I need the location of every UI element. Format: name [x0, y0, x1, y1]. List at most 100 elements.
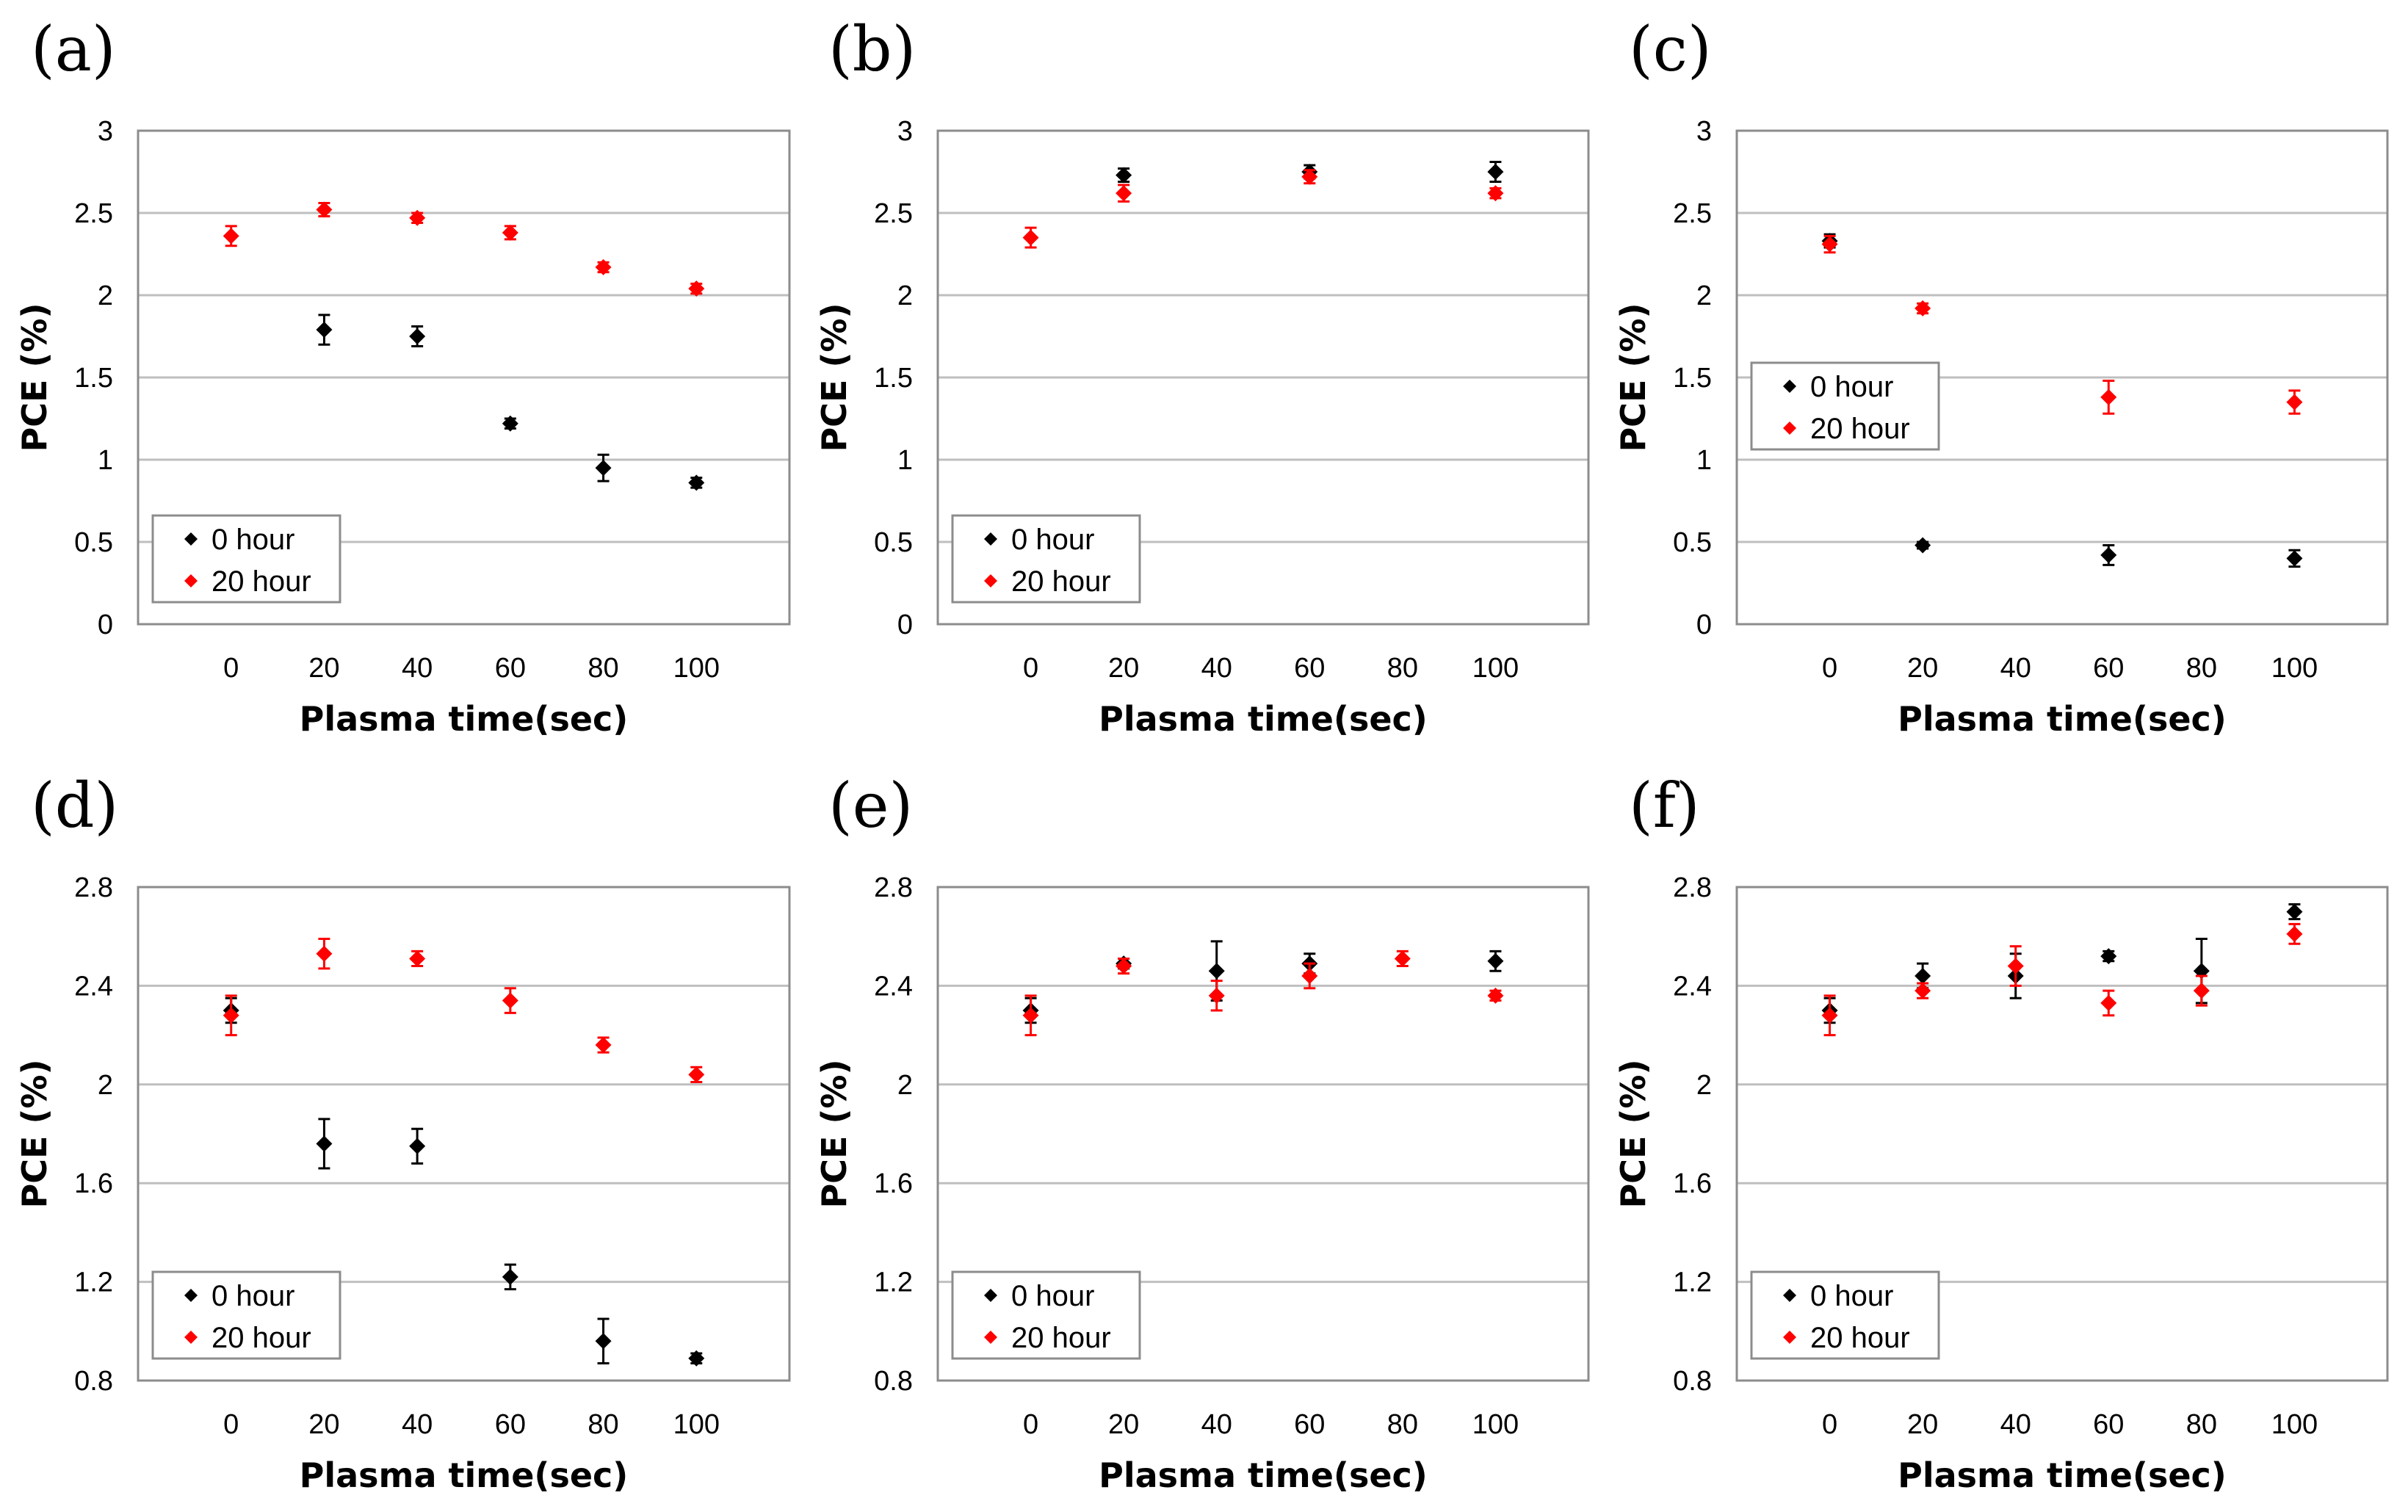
- data-point: [2100, 948, 2117, 965]
- x-axis-title: Plasma time(sec): [1898, 699, 2227, 739]
- y-axis-title: PCE (%): [1613, 303, 1653, 452]
- y-tick-label: 0: [897, 609, 913, 640]
- data-point: [1821, 236, 1838, 253]
- legend-box: [1750, 1270, 1940, 1360]
- series-hour20: [1022, 168, 1504, 249]
- legend-label: 20 hour: [211, 1322, 311, 1354]
- legend-label: 20 hour: [1810, 413, 1910, 445]
- y-tick-label: 2.8: [74, 872, 113, 903]
- y-tick-label: 1: [98, 445, 113, 476]
- y-tick-label: 2.5: [74, 198, 113, 229]
- data-point: [1116, 185, 1132, 202]
- y-tick-label: 0.8: [74, 1366, 113, 1397]
- data-point: [502, 992, 518, 1009]
- x-tick-label: 20: [1108, 1409, 1139, 1440]
- series-hour20: [1821, 922, 2303, 1037]
- x-tick-label: 60: [2093, 653, 2124, 684]
- y-tick-label: 2.8: [874, 872, 913, 903]
- data-point: [1208, 963, 1225, 980]
- data-point: [595, 1037, 612, 1054]
- legend-label: 20 hour: [1810, 1322, 1910, 1354]
- y-tick-label: 1.2: [1673, 1267, 1712, 1298]
- x-tick-label: 0: [1023, 1409, 1038, 1440]
- y-tick-label: 0.8: [1673, 1366, 1712, 1397]
- y-tick-label: 2: [1696, 281, 1712, 311]
- series-hour0: [1821, 903, 2303, 1024]
- y-tick-label: 1.6: [1673, 1168, 1712, 1199]
- y-tick-label: 3: [98, 116, 113, 147]
- data-point: [409, 209, 426, 226]
- plot-area-frame: [936, 129, 1590, 626]
- y-axis-title: PCE (%): [814, 303, 854, 452]
- y-tick-label: 2: [98, 281, 113, 311]
- panel-e: (e) 0.8 1.2 1.6 2 2.4 2.8 0 20 40 60 80 100 Plasma ti…: [814, 770, 1590, 1495]
- y-tick-label: 0.5: [74, 527, 113, 558]
- series-hour20: [223, 938, 705, 1083]
- data-point: [1487, 987, 1504, 1004]
- data-point: [2193, 983, 2210, 999]
- legend: 0 hour 20 hour: [1750, 1270, 1940, 1360]
- plot-area-frame: [936, 886, 1590, 1382]
- y-tick-label: 2.4: [1673, 971, 1712, 1002]
- x-tick-label: 20: [1907, 1409, 1938, 1440]
- y-tick-label: 3: [897, 116, 913, 147]
- data-point: [2286, 903, 2303, 920]
- y-tick-label: 0.8: [874, 1366, 913, 1397]
- data-point: [1487, 164, 1504, 180]
- data-point: [316, 1135, 333, 1152]
- data-point: [595, 258, 612, 275]
- legend-label: 20 hour: [211, 565, 311, 598]
- x-tick-label: 100: [673, 1409, 720, 1440]
- x-tick-label: 20: [1108, 653, 1139, 684]
- y-tick-label: 1: [897, 445, 913, 476]
- legend-label: 20 hour: [1011, 565, 1111, 598]
- data-point: [1915, 983, 1931, 999]
- y-axis-title: PCE (%): [1613, 1059, 1653, 1208]
- legend-marker: [1783, 1289, 1796, 1302]
- data-point: [2286, 925, 2303, 942]
- y-tick-label: 2: [897, 281, 913, 311]
- legend-marker: [1783, 380, 1796, 393]
- y-tick-label: 2.5: [874, 198, 913, 229]
- data-point: [409, 950, 426, 967]
- data-point: [502, 224, 518, 241]
- legend-marker: [984, 1289, 997, 1302]
- y-tick-label: 0: [1696, 609, 1712, 640]
- data-point: [1487, 952, 1504, 969]
- panel-a: (a) 0 0.5 1 1.5 2 2.5 3 0 20 40 60 80 100 Plasma time(…: [15, 13, 791, 739]
- x-tick-label: 100: [1472, 653, 1519, 684]
- data-point: [316, 945, 333, 962]
- data-point: [502, 1268, 518, 1285]
- series-hour20: [1821, 234, 2303, 415]
- y-tick-label: 2: [897, 1070, 913, 1101]
- y-axis-title: PCE (%): [814, 1059, 854, 1208]
- x-tick-label: 60: [495, 1409, 526, 1440]
- y-tick-label: 2: [1696, 1070, 1712, 1101]
- data-point: [1301, 168, 1318, 185]
- legend-marker: [184, 532, 198, 546]
- x-tick-label: 100: [2271, 1409, 2318, 1440]
- x-tick-label: 0: [1023, 653, 1038, 684]
- y-tick-label: 2.4: [874, 971, 913, 1002]
- x-tick-label: 20: [308, 653, 339, 684]
- series-hour0: [316, 314, 705, 491]
- x-tick-label: 100: [1472, 1409, 1519, 1440]
- y-tick-label: 0.5: [874, 527, 913, 558]
- y-tick-label: 1.5: [74, 363, 113, 394]
- data-point: [2100, 546, 2117, 563]
- panel-letter: (c): [1629, 13, 1712, 85]
- data-point: [1116, 167, 1132, 184]
- data-point: [688, 1350, 705, 1367]
- data-point: [409, 328, 426, 344]
- legend-label: 0 hour: [1011, 524, 1094, 556]
- y-tick-label: 1.5: [1673, 363, 1712, 394]
- data-point: [223, 1007, 239, 1024]
- x-tick-label: 40: [1201, 653, 1232, 684]
- data-point: [688, 1066, 705, 1083]
- y-tick-label: 2.8: [1673, 872, 1712, 903]
- data-point: [1301, 967, 1318, 984]
- y-tick-label: 1.2: [74, 1267, 113, 1298]
- panel-letter: (d): [31, 770, 118, 842]
- legend-marker: [184, 574, 198, 587]
